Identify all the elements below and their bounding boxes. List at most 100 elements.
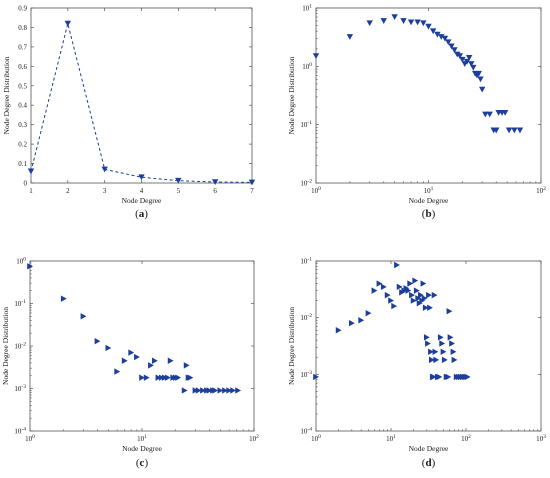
plot-frame (30, 7, 253, 184)
panel-caption: (b) (422, 208, 436, 220)
data-point (426, 291, 432, 299)
data-point (105, 344, 112, 352)
data-point (217, 387, 224, 394)
data-point (248, 179, 256, 186)
data-point (139, 374, 145, 381)
data-point (477, 76, 484, 83)
data-point (445, 39, 452, 46)
panel-caption: (a) (135, 208, 148, 220)
data-point (405, 287, 412, 294)
data-point (421, 295, 428, 302)
y-tick-label: 0.7 (18, 43, 27, 51)
data-point (396, 283, 403, 291)
data-point (438, 34, 445, 40)
data-point (335, 327, 342, 334)
data-point (101, 166, 108, 173)
data-point (505, 127, 513, 134)
panel-a: 1 2 3 4 5 6 7 0 0.1 0.2 0.3 0.4 0.5 0.6 0.7 0.8 0.9 Node … (2, 5, 256, 220)
y-tick-label: 10-1 (300, 120, 312, 129)
x-tick-label: 101 (386, 434, 396, 443)
data-point (346, 34, 354, 40)
x-axis-label: Node Degree (122, 196, 162, 205)
data-point (451, 47, 458, 54)
data-point (380, 283, 387, 291)
x-axis-label: Node Degree (122, 444, 162, 453)
x-axis-label: Node Degree (409, 196, 449, 205)
data-point (468, 61, 475, 67)
data-point (151, 357, 158, 364)
data-point (376, 280, 383, 287)
data-point (415, 295, 422, 302)
y-tick-label: 10-2 (300, 179, 312, 188)
data-point (482, 111, 489, 118)
y-tick-label: 101 (302, 4, 312, 13)
y-tick-label: 100 (16, 257, 26, 266)
data-point (80, 313, 87, 320)
data-point (450, 348, 457, 355)
y-tick-label: 0.3 (18, 121, 27, 129)
data-point (312, 53, 320, 60)
x-tick-label: 101 (424, 186, 434, 195)
data-point (222, 387, 228, 394)
x-tick-label: 103 (536, 434, 546, 443)
y-axis-label: Node Degree Distribution (1, 307, 10, 385)
x-tick-label: 102 (536, 186, 546, 195)
series-line (30, 23, 253, 183)
data-point (486, 111, 493, 118)
data-point (432, 348, 439, 355)
data-point (407, 19, 415, 26)
data-point (449, 340, 455, 347)
data-point (441, 356, 448, 364)
data-point (134, 353, 140, 361)
data-point (27, 168, 35, 175)
data-point (380, 18, 387, 24)
y-tick-label: 10-3 (14, 384, 26, 393)
data-point (430, 373, 437, 381)
data-point (465, 55, 473, 61)
data-point (206, 387, 213, 394)
data-point (420, 280, 427, 287)
x-tick-label: 2 (66, 187, 70, 195)
data-point (391, 302, 398, 310)
data-point (420, 20, 427, 27)
y-tick-label: 10-1 (14, 299, 26, 308)
y-tick-label: 0.8 (18, 24, 27, 32)
data-point (235, 387, 242, 394)
data-point (470, 64, 477, 71)
data-point (143, 374, 150, 381)
data-point (413, 287, 420, 294)
data-point (192, 387, 199, 394)
data-point (456, 53, 464, 60)
data-point (230, 387, 237, 394)
data-point (431, 291, 438, 299)
y-tick-label: 10-1 (300, 257, 312, 266)
data-point (410, 297, 417, 304)
data-point (187, 374, 194, 381)
plot-frame (315, 260, 542, 432)
data-point (425, 340, 431, 347)
data-point (64, 20, 72, 27)
y-tick-label: 10-2 (14, 342, 26, 351)
data-point (436, 373, 443, 381)
data-point (511, 127, 518, 134)
data-point (475, 70, 483, 77)
data-point (429, 356, 435, 364)
data-point (121, 357, 128, 364)
data-point (429, 28, 437, 35)
data-point (459, 56, 466, 63)
data-point (448, 43, 455, 50)
x-tick-label: 100 (311, 186, 321, 195)
x-tick-label: 102 (249, 434, 259, 443)
data-point (463, 58, 471, 65)
x-tick-label: 7 (250, 187, 254, 195)
data-point (434, 31, 441, 38)
data-point (175, 177, 182, 184)
data-point (437, 334, 444, 341)
y-axis-label: Node Degree Distribution (287, 56, 296, 134)
data-point (195, 387, 202, 394)
y-tick-label: 10-2 (300, 313, 312, 322)
data-point (454, 51, 461, 58)
x-tick-label: 1 (29, 187, 33, 195)
data-point (412, 277, 419, 284)
